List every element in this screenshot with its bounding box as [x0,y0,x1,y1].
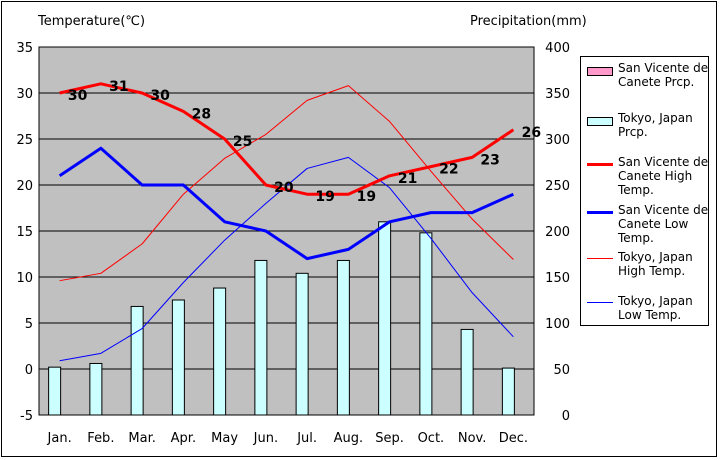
data-label: 30 [150,88,170,104]
legend-swatch [587,258,613,259]
data-label: 31 [109,79,128,95]
data-label: 21 [398,171,417,187]
precip-bar [501,367,515,416]
left-axis-title: Temperature(℃) [38,14,146,29]
x-tick-label: Jan. [47,431,72,446]
legend-label: San Vicente de Canete Prcp. [618,61,709,89]
right-tick-label: 150 [545,271,570,286]
tokyo-temp-line [59,85,514,282]
precip-bar [295,272,309,416]
data-label: 19 [315,189,334,205]
san-vicente-temp-line [58,146,514,261]
right-tick-label: 400 [545,41,570,56]
x-tick-label: May [211,431,238,446]
legend: San Vicente de Canete Prcp. Tokyo, Japan … [580,56,709,326]
legend-label: San Vicente de Canete High Temp. [618,155,709,197]
x-tick-label: Aug. [334,431,364,446]
data-label: 23 [480,152,499,168]
legend-label: Tokyo, Japan High Temp. [618,250,693,278]
data-label: 28 [192,106,211,122]
precip-bar [130,305,144,416]
legend-swatch [587,302,613,303]
x-tick-label: Dec. [499,431,528,446]
x-tick-label: Apr. [171,431,196,446]
left-tick-label: 10 [16,271,33,286]
right-tick-label: 0 [562,409,570,424]
right-tick-label: 350 [545,87,570,102]
x-tick-label: Sep. [375,431,404,446]
legend-item: Tokyo, Japan Low Temp. [581,294,710,334]
legend-swatch [587,163,613,166]
legend-label: San Vicente de Canete Low Temp. [618,203,709,245]
right-axis-title: Precipitation(mm) [470,14,587,29]
right-tick-label: 250 [545,179,570,194]
x-tick-label: Oct. [418,431,445,446]
legend-label: Tokyo, Japan Prcp. [618,111,693,139]
left-tick-label: -5 [20,409,33,424]
right-tick-label: 300 [545,133,570,148]
legend-item: Tokyo, Japan Prcp. [581,111,710,151]
legend-item: San Vicente de Canete High Temp. [581,155,710,197]
tokyo-temp-line [59,156,514,362]
legend-swatch [587,117,613,126]
data-label: 19 [357,189,376,205]
right-tick-label: 50 [553,363,570,378]
legend-item: San Vicente de Canete Prcp. [581,61,710,101]
left-tick-label: 5 [25,317,33,332]
x-tick-label: Jun. [253,431,278,446]
precip-bar [89,362,103,416]
precip-bar [171,299,185,416]
left-tick-label: 35 [16,41,33,56]
left-tick-label: 25 [16,133,33,148]
data-label: 26 [522,125,541,141]
precip-bar [336,259,350,416]
san-vicente-temp-line [59,82,515,196]
x-tick-label: Jul. [296,431,317,446]
precip-bar [378,221,392,416]
data-label: 22 [439,162,458,178]
precip-bar [213,287,227,416]
left-tick-label: 20 [16,179,33,194]
left-tick-label: 15 [16,225,33,240]
legend-swatch [587,211,613,214]
data-label: 25 [233,134,252,150]
right-tick-label: 200 [545,225,570,240]
precip-bar [460,328,474,416]
precip-bar [419,232,433,416]
right-tick-label: 100 [545,317,570,332]
data-label: 20 [274,180,294,196]
x-tick-label: Mar. [128,431,155,446]
legend-swatch [587,67,613,76]
left-tick-label: 30 [16,87,33,102]
data-label: 30 [68,88,88,104]
x-tick-label: Feb. [87,431,114,446]
left-tick-label: 0 [25,363,33,378]
x-tick-label: Nov. [458,431,487,446]
legend-item: San Vicente de Canete Low Temp. [581,203,710,245]
precip-bar [254,259,268,416]
legend-item: Tokyo, Japan High Temp. [581,250,710,290]
legend-label: Tokyo, Japan Low Temp. [618,294,693,322]
precip-bar [48,366,62,416]
